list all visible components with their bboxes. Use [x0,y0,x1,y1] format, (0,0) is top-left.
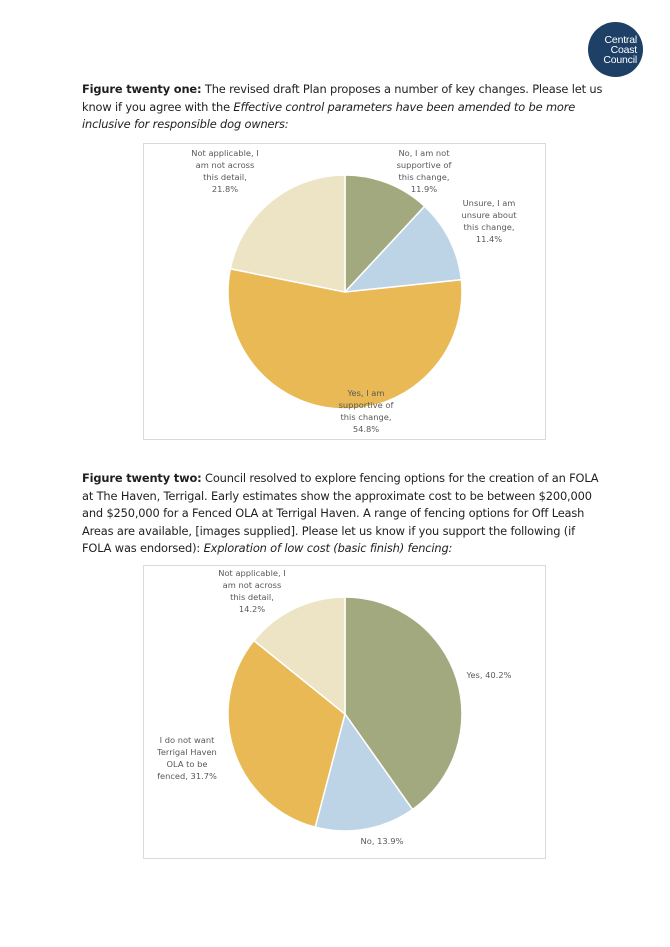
figure-21-text: The revised draft Plan proposes a number… [82,82,603,114]
pie-chart-22-svg: Yes, 40.2% No, 13.9% I do not want Terrigal… [156,568,511,846]
pie-chart-21: No, I am not supportive of this change, 11.… [143,143,546,440]
pie-chart-21-svg: No, I am not supportive of this change, 11.… [191,148,517,434]
figure-22-text: Council resolved to explore fencing opti… [82,471,599,555]
pie1-label-1: Unsure, I am unsure about this change, 11.4… [461,198,517,244]
logo-line-2: Coast [610,43,638,56]
pie1-slice-3 [229,174,346,293]
pie1-slice-0 [344,174,426,294]
figure-21-caption: Figure twenty one: The revised draft Pla… [82,81,607,134]
pie1-label-0: No, I am not supportive of this change, 11.… [397,148,453,194]
figure-22-question: Exploration of low cost (basic finish) f… [203,541,453,555]
figure-22-lead: Figure twenty two: [82,471,202,485]
logo-line-3: Council [603,53,637,66]
pie2-slice-1 [314,712,414,832]
pie1-slice-1 [343,205,463,293]
logo-line-1: Central [604,33,638,46]
pie2-slice-0 [344,596,463,811]
pie2-label-2: I do not want Terrigal Haven OLA to be fenc… [156,735,217,781]
pie2-label-0: Yes, 40.2% [465,670,511,680]
pie-chart-22: Yes, 40.2% No, 13.9% I do not want Terrigal… [143,565,546,859]
figure-21-question: Effective control parameters have been a… [82,99,576,132]
figure-22-caption: Figure twenty two: Council resolved to e… [82,470,607,558]
pie1-slice-2 [227,267,463,410]
pie2-label-1: No, 13.9% [361,836,404,846]
figure-21-lead: Figure twenty one: [82,82,202,96]
pie2-slice-3 [252,596,346,716]
council-logo: Central Coast Council [588,22,643,77]
pie2-slice-2 [227,639,346,829]
pie1-label-2: Yes, I am supportive of this change, 54.8% [339,388,395,434]
